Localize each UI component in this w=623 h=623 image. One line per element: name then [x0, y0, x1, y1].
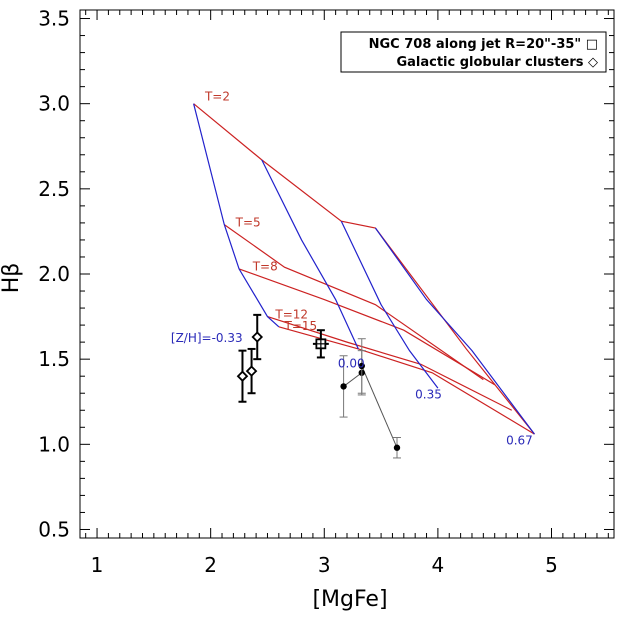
- metallicity-line: [193, 103, 280, 328]
- x-tick-label: 2: [204, 553, 217, 577]
- connector-line: [361, 365, 398, 448]
- plot-frame: [79, 9, 615, 539]
- filled-circle-point: [358, 362, 365, 370]
- metallicity-line: [340, 220, 439, 389]
- legend: NGC 708 along jet R=20"-35" □ Galactic g…: [340, 31, 607, 73]
- y-tick-label: 1.0: [38, 432, 70, 456]
- grid-annotation: [Z/H]=-0.33: [171, 331, 243, 345]
- metallicity-line: [261, 159, 359, 350]
- metallicity-line: [374, 227, 535, 435]
- grid-annotation: T=5: [235, 215, 261, 229]
- grid-annotation: T=15: [284, 319, 318, 333]
- grid-annotations: T=2 T=5 T=8 T=12T=15 [Z/H]=-0.33 0.00 0.35 0.67: [171, 89, 533, 447]
- age-line: [193, 103, 535, 435]
- age-line: [278, 326, 535, 435]
- legend-box: [340, 31, 607, 73]
- grid-annotation: T=8: [252, 260, 278, 274]
- grid-annotation: T=2: [204, 89, 230, 103]
- connector-line: [343, 372, 363, 387]
- y-tick-label: 3.5: [38, 7, 70, 31]
- model-grid: [193, 103, 535, 435]
- diamond-point: [236, 370, 249, 382]
- filled-circle-point: [393, 444, 401, 451]
- y-tick-label: 2.5: [38, 177, 70, 201]
- x-tick-label: 1: [91, 553, 104, 577]
- y-tick-label: 1.5: [38, 347, 70, 371]
- age-line: [238, 268, 496, 386]
- diamond-point: [251, 331, 264, 343]
- x-tick-label: 4: [432, 553, 445, 577]
- y-axis-title: Hβ: [0, 263, 24, 294]
- x-tick-label: 5: [545, 553, 558, 577]
- legend-entry-ngc708: NGC 708 along jet R=20"-35" □: [369, 37, 598, 52]
- grid-annotation: T=12: [274, 307, 308, 321]
- diamond-point: [245, 365, 258, 377]
- axis-ticks: 1 2 3 4 5 0.5 1.0 1.5 2.0 2.5 3.0 3.5: [38, 7, 614, 577]
- filled-circle-point: [340, 383, 347, 390]
- y-tick-label: 2.0: [38, 262, 70, 286]
- age-line: [223, 224, 484, 381]
- grid-annotation: 0.00: [338, 357, 365, 371]
- x-axis-title: [MgFe]: [312, 587, 387, 612]
- y-tick-label: 3.0: [38, 92, 70, 116]
- x-tick-label: 3: [318, 553, 331, 577]
- age-line: [267, 316, 513, 411]
- legend-entry-globular-clusters: Galactic globular clusters ◇: [396, 55, 598, 70]
- grid-annotation: 0.35: [415, 387, 442, 401]
- data-points: [236, 313, 401, 459]
- y-tick-label: 0.5: [38, 517, 70, 541]
- grid-annotation: 0.67: [506, 433, 533, 447]
